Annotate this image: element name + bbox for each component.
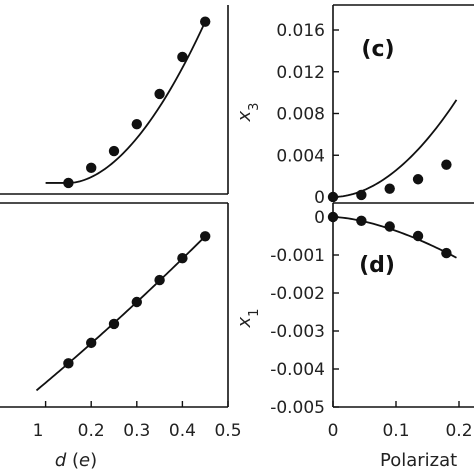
panel-d-ytick-label-2: -0.002 xyxy=(270,284,325,304)
panel-c-point-4 xyxy=(441,159,452,170)
panel-c-ytick-label-0: 0 xyxy=(314,188,325,208)
panel-b-point-6 xyxy=(200,231,211,242)
panel-b-point-1 xyxy=(86,337,97,349)
panel-c: 0 0.004 0.008 0.012 0.016 (c) x3 xyxy=(234,4,474,208)
panel-a-point-1 xyxy=(86,162,97,174)
panel-c-y-axis-label: x3 xyxy=(234,103,262,123)
panel-b-x-axis-label: d (e) xyxy=(55,450,97,471)
panel-d-ytick-label-0: 0 xyxy=(314,208,325,228)
panel-a-point-2 xyxy=(108,145,120,157)
panel-d-point-2 xyxy=(384,221,395,232)
panel-d-x-axis-label: Polarizat xyxy=(380,450,457,471)
panel-a-point-3 xyxy=(131,118,142,130)
panel-d-xtick-label-2: 0.2 xyxy=(445,421,472,441)
panel-d-ytick-label-4: -0.004 xyxy=(270,360,325,380)
panel-a-point-0 xyxy=(63,177,74,189)
panel-b-xtick-label-1: 0.2 xyxy=(78,421,105,441)
panel-b-xtick-label-0: 1 xyxy=(33,421,44,441)
panel-d-fit-line xyxy=(332,216,457,259)
panel-d-label: (d) xyxy=(359,253,395,278)
panel-b-point-0 xyxy=(63,358,74,369)
panel-b-xtick-label-2: 0.3 xyxy=(123,421,150,441)
panel-d-ytick-label-3: -0.003 xyxy=(270,322,325,342)
panel-c-ytick-label-2: 0.008 xyxy=(276,105,325,125)
panel-c-label: (c) xyxy=(361,37,394,62)
panel-a-point-5 xyxy=(177,51,188,63)
panel-d-point-3 xyxy=(412,230,424,242)
panel-b-point-5 xyxy=(177,253,188,264)
panel-b-xtick-label-4: 0.5 xyxy=(214,421,241,441)
panel-b-point-4 xyxy=(154,274,165,286)
panel-b-xtick-label-3: 0.4 xyxy=(169,421,196,441)
panel-d-xtick-label-1: 0.1 xyxy=(382,421,409,441)
panel-c-ytick-label-3: 0.012 xyxy=(276,63,325,83)
panel-c-point-2 xyxy=(384,183,395,194)
panel-c-point-1 xyxy=(356,189,367,201)
panel-d-ytick-label-1: -0.001 xyxy=(270,246,325,266)
panel-d-point-0 xyxy=(327,211,339,223)
panel-c-point-0 xyxy=(327,191,339,203)
panel-a-point-4 xyxy=(154,88,165,100)
panel-d-y-axis-label: x1 xyxy=(234,309,262,329)
panel-c-ytick-label-4: 0.016 xyxy=(276,21,325,41)
panel-d-point-4 xyxy=(441,247,452,259)
panel-d-ytick-label-5: -0.005 xyxy=(270,398,325,418)
panel-b-point-2 xyxy=(108,318,120,330)
panel-b: 1 0.2 0.3 0.4 0.5 d (e) xyxy=(0,202,242,471)
panel-c-point-3 xyxy=(412,174,424,185)
panel-a-fit-line xyxy=(45,21,207,184)
panel-a xyxy=(0,5,229,195)
panel-b-point-3 xyxy=(131,296,142,308)
panel-c-fit-line xyxy=(332,99,458,198)
panel-c-ytick-label-1: 0.004 xyxy=(276,146,325,166)
panel-d-point-1 xyxy=(356,215,367,226)
panel-a-point-6 xyxy=(200,16,211,27)
panel-d-xtick-label-0: 0 xyxy=(328,421,339,441)
